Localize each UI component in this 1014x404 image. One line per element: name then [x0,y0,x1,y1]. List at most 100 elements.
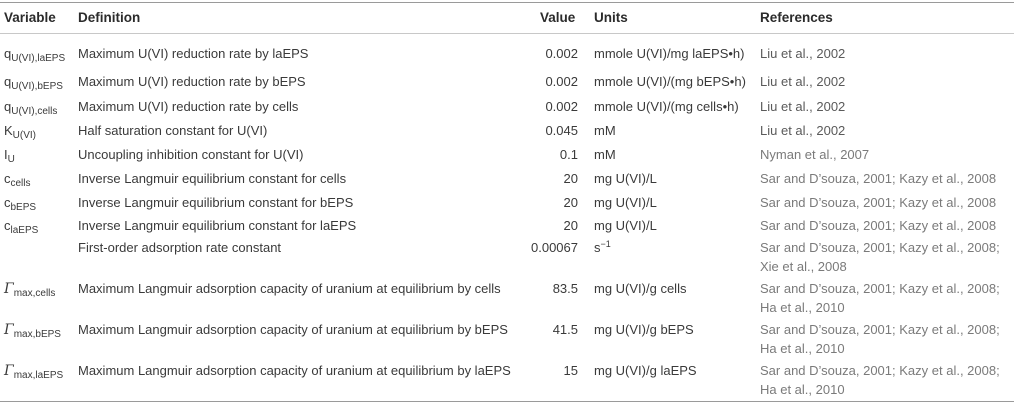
variable-symbol: IU [4,145,15,164]
variable-symbol: Γmax,bEPS [4,320,61,340]
units-cell: mg U(VI)/g cells [594,279,686,298]
variable-subscript: U(VI) [13,130,36,141]
references-cell: Liu et al., 2002 [760,97,1010,116]
reference-line: Sar and D’souza, 2001; Kazy et al., 2008 [760,193,1010,212]
references-cell: Sar and D’souza, 2001; Kazy et al., 2008 [760,193,1010,212]
variable-subscript: laEPS [11,225,39,236]
definition-cell: Uncoupling inhibition constant for U(VI) [78,145,303,164]
table-top-rule [0,2,1014,3]
definition-cell: Maximum U(VI) reduction rate by cells [78,97,298,116]
references-cell: Liu et al., 2002 [760,44,1010,63]
units-cell: mmole U(VI)/(mg bEPS•h) [594,72,746,91]
units-text: mg U(VI)/L [594,195,657,210]
variable-subscript: max,laEPS [14,370,63,381]
units-cell: mmole U(VI)/(mg cells•h) [594,97,739,116]
units-text: mg U(VI)/g laEPS [594,363,697,378]
units-cell: mM [594,121,616,140]
reference-line: Liu et al., 2002 [760,97,1010,116]
variable-symbol: ccells [4,169,31,188]
variable-main: Γ [4,363,14,379]
reference-line: Nyman et al., 2007 [760,145,1010,164]
variable-main: Γ [4,322,14,338]
header-references: References [760,10,833,25]
references-cell: Liu et al., 2002 [760,121,1010,140]
units-cell: mM [594,145,616,164]
header-variable: Variable [4,10,56,25]
units-cell: mg U(VI)/L [594,216,657,235]
value-cell: 20 [520,169,578,188]
variable-main: Γ [4,281,14,297]
reference-line: Ha et al., 2010 [760,339,1010,358]
variable-symbol: claEPS [4,216,38,235]
units-cell: mg U(VI)/L [594,193,657,212]
units-cell: mmole U(VI)/mg laEPS•h) [594,44,744,63]
reference-line: Liu et al., 2002 [760,72,1010,91]
variable-symbol: qU(VI),cells [4,97,57,116]
references-cell: Nyman et al., 2007 [760,145,1010,164]
references-cell: Sar and D’souza, 2001; Kazy et al., 2008… [760,320,1010,358]
definition-cell: Maximum U(VI) reduction rate by laEPS [78,44,308,63]
reference-line: Sar and D’souza, 2001; Kazy et al., 2008… [760,279,1010,298]
value-cell: 20 [520,216,578,235]
value-cell: 0.002 [520,97,578,116]
references-cell: Sar and D’souza, 2001; Kazy et al., 2008 [760,169,1010,188]
references-cell: Sar and D’souza, 2001; Kazy et al., 2008… [760,279,1010,317]
units-cell: s−1 [594,238,611,257]
reference-line: Sar and D’souza, 2001; Kazy et al., 2008… [760,238,1010,257]
value-cell: 0.002 [520,72,578,91]
value-cell: 20 [520,193,578,212]
units-text: mM [594,147,616,162]
reference-line: Liu et al., 2002 [760,121,1010,140]
variable-subscript: max,cells [14,288,56,299]
definition-cell: Maximum U(VI) reduction rate by bEPS [78,72,306,91]
definition-cell: First-order adsorption rate constant [78,238,281,257]
header-value: Value [540,10,575,25]
variable-subscript: U(VI),laEPS [11,53,65,64]
definition-cell: Maximum Langmuir adsorption capacity of … [78,361,511,380]
value-cell: 0.1 [520,145,578,164]
units-cell: mg U(VI)/g bEPS [594,320,694,339]
definition-cell: Maximum Langmuir adsorption capacity of … [78,279,501,298]
definition-cell: Maximum Langmuir adsorption capacity of … [78,320,508,339]
reference-line: Sar and D’souza, 2001; Kazy et al., 2008… [760,320,1010,339]
reference-line: Xie et al., 2008 [760,257,1010,276]
definition-cell: Half saturation constant for U(VI) [78,121,267,140]
definition-cell: Inverse Langmuir equilibrium constant fo… [78,169,346,188]
references-cell: Liu et al., 2002 [760,72,1010,91]
variable-symbol: qU(VI),bEPS [4,72,63,91]
value-cell: 41.5 [520,320,578,339]
value-cell: 0.002 [520,44,578,63]
header-rule [0,33,1014,34]
references-cell: Sar and D’souza, 2001; Kazy et al., 2008 [760,216,1010,235]
variable-subscript: cells [11,178,31,189]
variable-subscript: bEPS [11,202,37,213]
definition-cell: Inverse Langmuir equilibrium constant fo… [78,193,353,212]
variable-symbol: KU(VI) [4,121,36,140]
units-text: mg U(VI)/L [594,171,657,186]
references-cell: Sar and D’souza, 2001; Kazy et al., 2008… [760,238,1010,276]
units-text: mmole U(VI)/mg laEPS•h) [594,46,744,61]
variable-subscript: U [8,154,15,165]
variable-main: K [4,123,13,138]
units-cell: mg U(VI)/g laEPS [594,361,697,380]
units-exponent: −1 [601,239,611,249]
variable-subscript: U(VI),cells [11,106,57,117]
value-cell: 83.5 [520,279,578,298]
units-text: mM [594,123,616,138]
variable-symbol: Γmax,cells [4,279,55,299]
reference-line: Sar and D’souza, 2001; Kazy et al., 2008… [760,361,1010,380]
header-units: Units [594,10,628,25]
reference-line: Ha et al., 2010 [760,298,1010,317]
units-cell: mg U(VI)/L [594,169,657,188]
reference-line: Ha et al., 2010 [760,380,1010,399]
variable-subscript: U(VI),bEPS [11,81,63,92]
units-text: mmole U(VI)/(mg bEPS•h) [594,74,746,89]
variable-symbol: cbEPS [4,193,36,212]
reference-line: Sar and D’souza, 2001; Kazy et al., 2008 [760,169,1010,188]
reference-line: Liu et al., 2002 [760,44,1010,63]
units-text: mg U(VI)/g bEPS [594,322,694,337]
value-cell: 0.045 [520,121,578,140]
units-text: mmole U(VI)/(mg cells•h) [594,99,739,114]
units-text: mg U(VI)/g cells [594,281,686,296]
units-text: mg U(VI)/L [594,218,657,233]
